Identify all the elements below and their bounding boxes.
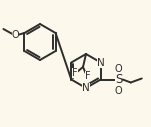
Text: O: O <box>115 85 122 96</box>
Text: O: O <box>115 64 122 74</box>
Text: F: F <box>72 68 78 78</box>
Text: O: O <box>12 30 19 40</box>
Text: F: F <box>85 71 91 81</box>
Text: N: N <box>82 83 90 93</box>
Text: N: N <box>97 58 105 67</box>
Text: S: S <box>115 73 122 86</box>
